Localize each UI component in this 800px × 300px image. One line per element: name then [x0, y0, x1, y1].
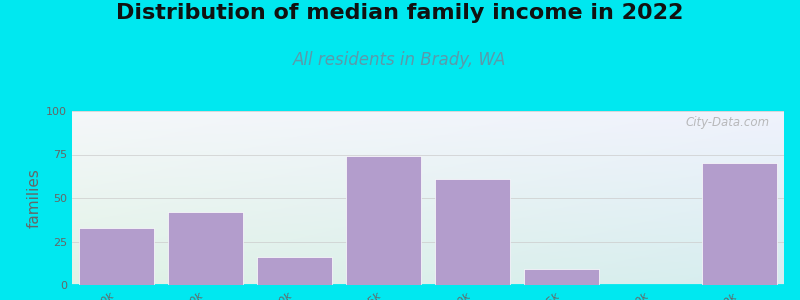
Text: All residents in Brady, WA: All residents in Brady, WA [294, 51, 506, 69]
Bar [524, 269, 599, 285]
Y-axis label: families: families [27, 168, 42, 228]
Text: Distribution of median family income in 2022: Distribution of median family income in … [116, 3, 684, 23]
Bar [346, 156, 422, 285]
Bar [78, 228, 154, 285]
Bar [702, 163, 778, 285]
Bar [257, 257, 332, 285]
Bar [434, 179, 510, 285]
Text: City-Data.com: City-Data.com [686, 116, 770, 129]
Bar [168, 212, 243, 285]
